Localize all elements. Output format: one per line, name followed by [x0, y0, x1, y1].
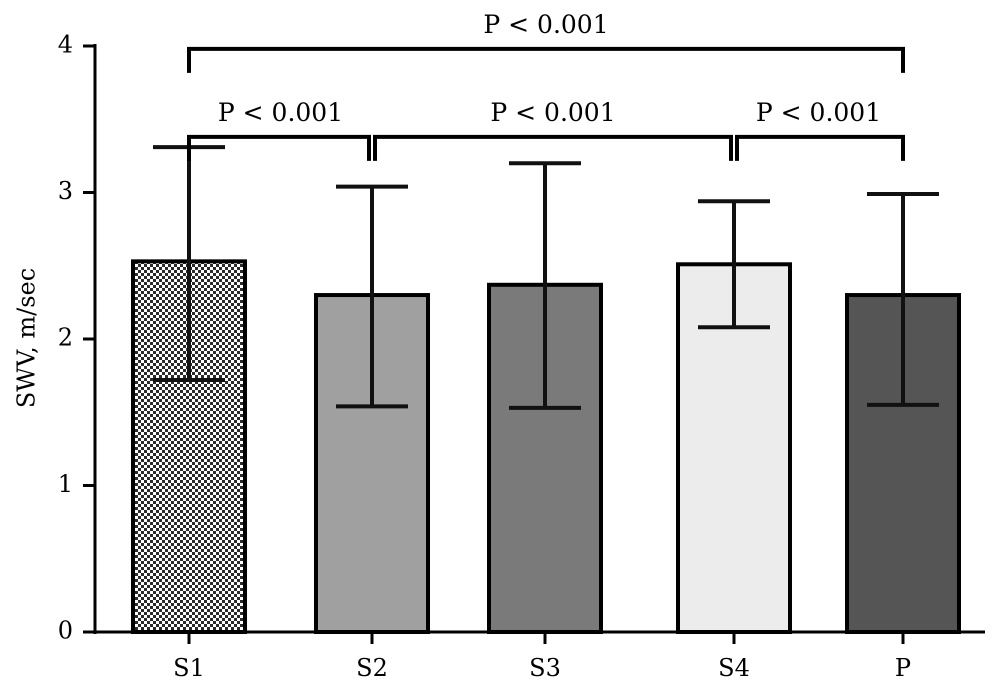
- y-tick-label-2: 2: [58, 324, 73, 352]
- significance-label: P < 0.001: [218, 98, 343, 127]
- y-tick-label-0: 0: [58, 617, 73, 645]
- bracket-line: [187, 134, 371, 161]
- bracket-line: [735, 134, 905, 161]
- x-tick-label-s3: S3: [529, 654, 561, 682]
- x-tick-label-s2: S2: [356, 654, 388, 682]
- significance-bracket-4: P < 0.001: [735, 98, 905, 161]
- y-tick-label-4: 4: [58, 31, 73, 59]
- bar-s4: [676, 262, 792, 634]
- error-bar-p: [867, 191, 939, 407]
- significance-label: P < 0.001: [483, 10, 608, 39]
- significance-bracket-2: P < 0.001: [187, 98, 371, 161]
- x-tick-label-p: P: [895, 654, 911, 682]
- significance-bracket-3: P < 0.001: [373, 98, 733, 161]
- y-axis-label: SWV, m/sec: [13, 268, 41, 408]
- error-bar-s2: [336, 184, 408, 409]
- significance-label: P < 0.001: [490, 98, 615, 127]
- bracket-line: [373, 134, 733, 161]
- significance-bracket-1: P < 0.001: [187, 10, 905, 73]
- y-tick-label-1: 1: [58, 470, 73, 498]
- x-tick-label-s1: S1: [173, 654, 205, 682]
- x-tick-label-s4: S4: [718, 654, 750, 682]
- significance-label: P < 0.001: [756, 98, 881, 127]
- error-bar-s3: [509, 161, 581, 410]
- y-tick-label-3: 3: [58, 177, 73, 205]
- error-bar-s4: [698, 199, 770, 330]
- bracket-line: [187, 46, 905, 73]
